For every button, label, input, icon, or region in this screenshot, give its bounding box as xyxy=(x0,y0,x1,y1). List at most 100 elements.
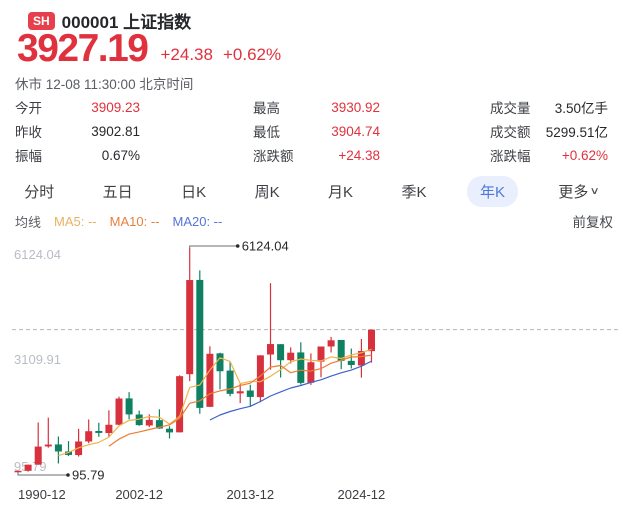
tab-更多[interactable]: 更多 ∨ xyxy=(550,176,606,207)
candle-body-1997 xyxy=(85,431,93,442)
stat-value: 5299.51亿 xyxy=(545,125,608,140)
price-row: 3927.19 +24.38 +0.62% xyxy=(17,29,281,68)
stat-label: 最低 xyxy=(253,125,280,140)
candle-body-2003 xyxy=(145,419,153,426)
quote-stats-grid: 今开 3909.23 昨收 3902.81 振幅 0.67% 最高 3930.92 最低 3904… xyxy=(0,95,623,167)
candle-body-2023 xyxy=(347,360,355,366)
stat-row: 涨跌额 +24.38 xyxy=(253,143,380,167)
candle-body-1994 xyxy=(54,444,62,452)
tab-日K[interactable]: 日K xyxy=(173,176,214,207)
candle-body-2017 xyxy=(287,352,295,361)
price-change-percent: +0.62% xyxy=(222,45,282,64)
candle-body-2005 xyxy=(166,428,173,433)
y-axis-label: 3109.91 xyxy=(14,352,61,367)
tab-五日[interactable]: 五日 xyxy=(95,176,141,207)
candle-body-2008 xyxy=(196,279,204,408)
stat-value: 3930.92 xyxy=(331,99,380,115)
exchange-badge: SH xyxy=(28,11,55,30)
tab-周K[interactable]: 周K xyxy=(247,176,288,207)
stat-row: 成交额 5299.51亿 xyxy=(490,119,608,143)
stat-value: 3902.81 xyxy=(91,123,140,139)
x-axis-label: 1990-12 xyxy=(18,487,66,502)
stat-label: 昨收 xyxy=(15,125,42,140)
tab-月K[interactable]: 月K xyxy=(320,176,361,207)
tab-分时[interactable]: 分时 xyxy=(16,176,62,207)
candle-body-2010 xyxy=(216,353,224,372)
stat-value: 3904.74 xyxy=(331,123,380,139)
stat-value: +24.38 xyxy=(338,147,380,163)
high-callout-dot xyxy=(235,244,240,248)
stat-row: 昨收 3902.81 xyxy=(15,119,140,143)
candle-body-1992 xyxy=(34,446,42,465)
candle-body-1991 xyxy=(24,464,32,471)
yearly-candlestick-chart[interactable]: 6124.043109.9195.796124.0495.791990-1220… xyxy=(10,239,623,506)
candle-body-2007 xyxy=(186,280,194,375)
candle-body-1995 xyxy=(65,451,72,455)
stat-value: 3909.23 xyxy=(91,99,140,115)
candle-body-2020 xyxy=(317,346,325,362)
candle-body-2006 xyxy=(176,376,184,433)
candle-body-1999 xyxy=(105,424,113,434)
tab-季K[interactable]: 季K xyxy=(393,176,434,207)
stat-label: 涨跌幅 xyxy=(490,149,531,164)
ma5-line xyxy=(58,348,372,457)
candle-body-2016 xyxy=(277,344,285,361)
low-callout-line xyxy=(17,472,68,476)
candle-body-1993 xyxy=(44,444,52,447)
stats-column: 今开 3909.23 昨收 3902.81 振幅 0.67% xyxy=(15,95,140,167)
tab-label: 分时 xyxy=(24,183,55,201)
stat-value: +0.62% xyxy=(561,147,608,163)
market-status-line: 休市 12-08 11:30:00 北京时间 xyxy=(15,77,194,92)
adjust-mode-selector[interactable]: 前复权 xyxy=(572,215,614,230)
candle-body-1990 xyxy=(14,470,22,473)
y-axis-label: 6124.04 xyxy=(14,247,61,262)
stat-row: 涨跌幅 +0.62% xyxy=(490,143,608,167)
candle-body-1998 xyxy=(95,430,103,433)
stats-column: 成交量 3.50亿手成交额 5299.51亿 涨跌幅 +0.62% xyxy=(490,95,608,167)
stat-row: 最低 3904.74 xyxy=(253,119,380,143)
chevron-down-icon: ∨ xyxy=(589,185,601,197)
candle-body-2024 xyxy=(357,351,365,366)
candle-body-2018 xyxy=(297,352,305,383)
ma-legend-bar: 均线 MA5: -- MA10: -- MA20: -- 前复权 xyxy=(15,211,613,231)
last-price: 3927.19 xyxy=(17,27,149,70)
stat-value: 3.50亿手 xyxy=(554,101,608,116)
candle-body-2012 xyxy=(236,391,244,394)
low-annotation-label: 95.79 xyxy=(72,468,105,483)
tab-label: 周K xyxy=(254,183,280,201)
tab-label: 更多 xyxy=(558,183,589,201)
stat-row: 最高 3930.92 xyxy=(253,95,380,119)
stat-row: 今开 3909.23 xyxy=(15,95,140,119)
tab-年K[interactable]: 年K xyxy=(466,175,518,207)
stat-label: 今开 xyxy=(15,101,42,116)
tab-label: 五日 xyxy=(102,183,133,201)
stat-row: 成交量 3.50亿手 xyxy=(490,95,608,119)
price-change-group: +24.38 +0.62% xyxy=(160,45,281,68)
instrument-code-name: 000001 上证指数 xyxy=(61,13,192,32)
candle-body-2015 xyxy=(267,344,274,355)
ma20-line xyxy=(209,360,372,421)
x-axis-label: 2002-12 xyxy=(115,487,163,502)
candle-body-2019 xyxy=(307,362,315,383)
price-change: +24.38 xyxy=(160,45,213,64)
candle-body-2004 xyxy=(155,420,163,429)
tab-label: 日K xyxy=(181,183,207,201)
x-axis-label: 2024-12 xyxy=(338,487,386,502)
tab-label: 月K xyxy=(328,183,354,201)
period-tab-bar: 分时 五日 日K 周K 月K 季K 年K 更多 ∨ xyxy=(0,174,623,208)
tab-label: 季K xyxy=(401,183,427,201)
stat-label: 振幅 xyxy=(15,149,42,164)
candle-body-2011 xyxy=(226,370,234,394)
ma10-legend: MA10: -- xyxy=(109,213,160,229)
candle-body-2022 xyxy=(337,339,345,361)
candle-body-2021 xyxy=(327,340,335,347)
candle-body-2000 xyxy=(115,398,123,425)
instrument-header: SH 000001 上证指数 xyxy=(28,8,191,33)
stat-label: 成交额 xyxy=(490,125,531,140)
candle-body-2025 xyxy=(368,329,375,352)
high-callout-line xyxy=(189,245,238,248)
stat-value: 0.67% xyxy=(101,147,140,163)
x-axis-label: 2013-12 xyxy=(226,487,274,502)
candle-body-2013 xyxy=(246,390,254,397)
